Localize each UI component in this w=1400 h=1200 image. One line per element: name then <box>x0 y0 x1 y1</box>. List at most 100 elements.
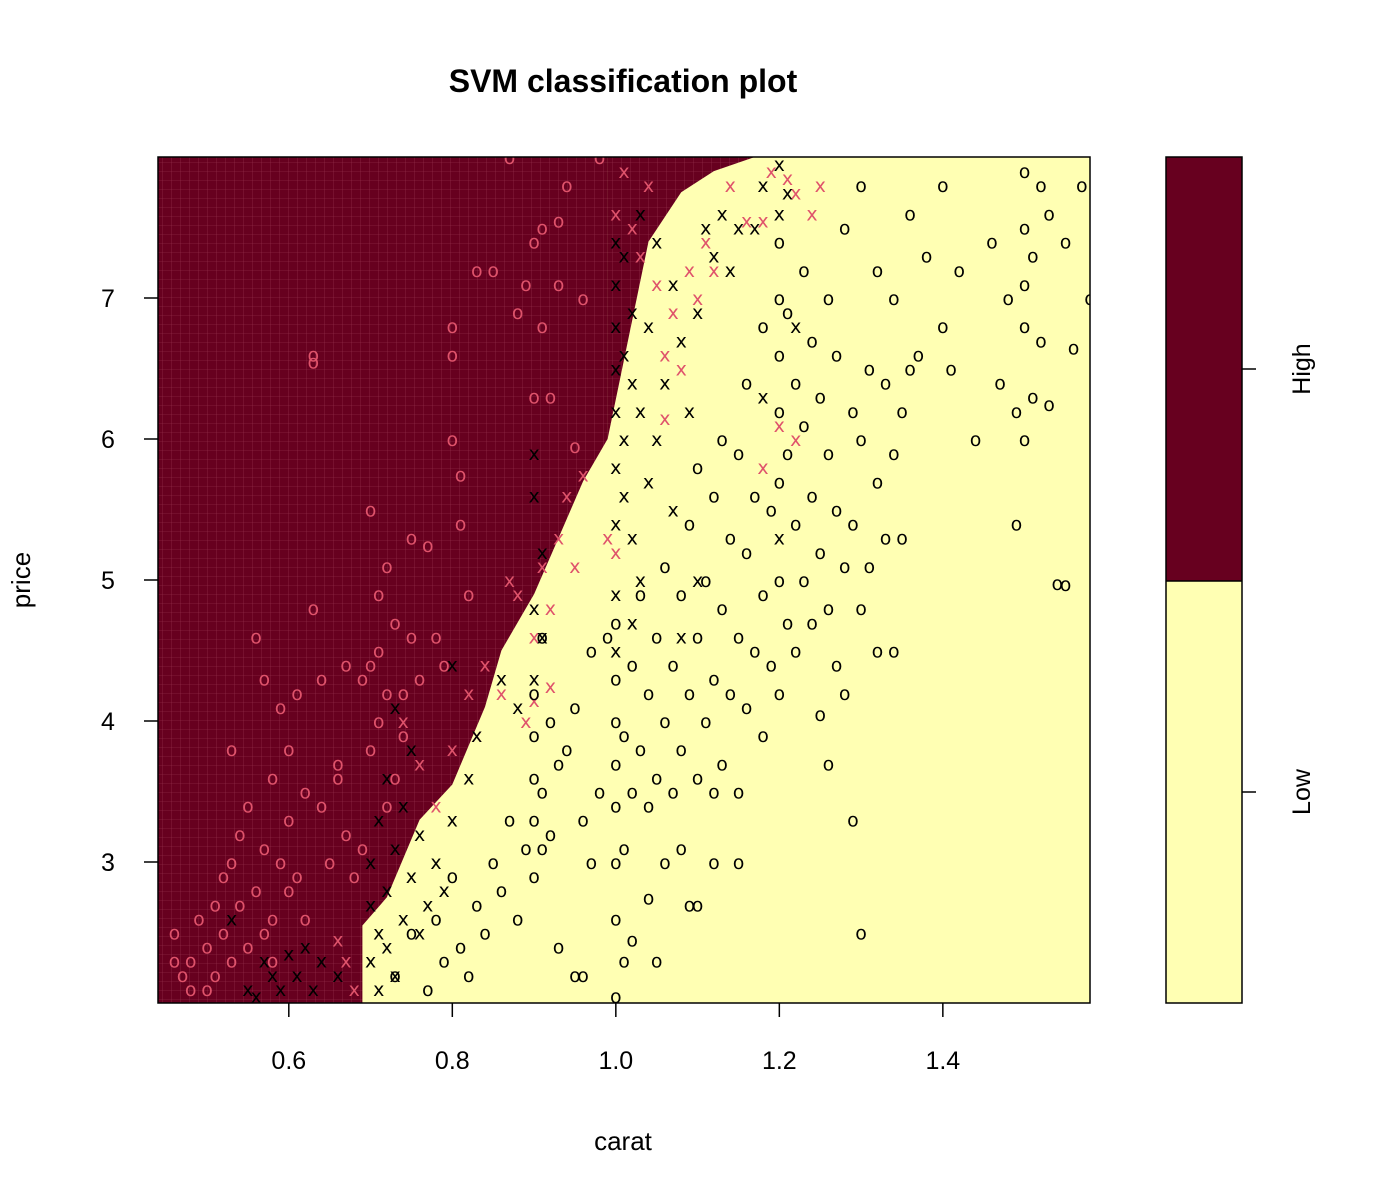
data-point: o <box>226 852 238 874</box>
data-point: o <box>733 443 745 465</box>
data-point: o <box>888 641 900 663</box>
data-point: o <box>904 203 916 225</box>
data-point: o <box>823 288 835 310</box>
data-point: x <box>618 161 629 183</box>
data-point: x <box>447 810 458 832</box>
data-point: o <box>389 965 401 987</box>
data-point: x <box>790 429 801 451</box>
data-point: o <box>610 669 622 691</box>
data-point: o <box>594 782 606 804</box>
data-point: x <box>627 302 638 324</box>
data-point: o <box>561 175 573 197</box>
data-point: o <box>406 626 418 648</box>
data-point: o <box>700 711 712 733</box>
data-point: x <box>447 655 458 677</box>
data-point: o <box>373 711 385 733</box>
data-point: o <box>528 232 540 254</box>
data-point: o <box>724 528 736 550</box>
data-point: o <box>643 683 655 705</box>
data-point: o <box>667 782 679 804</box>
data-point: o <box>406 923 418 945</box>
data-point: x <box>471 725 482 747</box>
data-point: o <box>618 838 630 860</box>
data-point: o <box>1043 394 1055 416</box>
data-point: o <box>332 767 344 789</box>
data-point: o <box>692 457 704 479</box>
data-point: x <box>537 556 548 578</box>
data-point: x <box>618 344 629 366</box>
data-point: o <box>708 669 720 691</box>
data-point: o <box>340 824 352 846</box>
data-point: x <box>651 232 662 254</box>
data-point: o <box>798 570 810 592</box>
data-point: o <box>528 387 540 409</box>
data-point: o <box>1043 203 1055 225</box>
data-point: o <box>446 316 458 338</box>
data-point: o <box>520 274 532 296</box>
data-point: o <box>397 725 409 747</box>
data-point: o <box>553 274 565 296</box>
data-point: x <box>610 359 621 381</box>
data-point: x <box>316 951 327 973</box>
data-point: o <box>283 880 295 902</box>
data-point: o <box>496 880 508 902</box>
data-point: o <box>201 979 213 1001</box>
data-point: o <box>626 930 638 952</box>
data-point: o <box>855 923 867 945</box>
data-point: o <box>790 514 802 536</box>
data-point: x <box>504 570 515 592</box>
data-point: x <box>528 443 539 465</box>
data-point: o <box>414 669 426 691</box>
data-point: o <box>577 810 589 832</box>
data-point: x <box>667 302 678 324</box>
data-point: o <box>651 951 663 973</box>
data-point: x <box>528 669 539 691</box>
data-point: x <box>692 288 703 310</box>
data-point: x <box>267 965 278 987</box>
data-point: x <box>438 880 449 902</box>
data-point: x <box>610 584 621 606</box>
data-point: o <box>724 683 736 705</box>
data-point: o <box>1060 574 1072 596</box>
data-point: x <box>627 528 638 550</box>
data-point: o <box>487 260 499 282</box>
data-point: x <box>774 154 785 176</box>
data-point: x <box>381 937 392 959</box>
data-point: o <box>855 598 867 620</box>
data-point: x <box>545 676 556 698</box>
data-point: x <box>610 457 621 479</box>
data-point: o <box>790 373 802 395</box>
data-point: o <box>545 824 557 846</box>
data-point: o <box>422 535 434 557</box>
data-point: o <box>553 211 565 233</box>
data-point: x <box>389 965 400 987</box>
data-point: o <box>1019 161 1031 183</box>
data-point: o <box>446 344 458 366</box>
data-point: x <box>365 951 376 973</box>
data-point: x <box>676 626 687 648</box>
data-point: o <box>528 767 540 789</box>
data-point: x <box>725 260 736 282</box>
data-point: x <box>275 979 286 1001</box>
data-point: o <box>242 796 254 818</box>
data-point: x <box>430 852 441 874</box>
data-point: o <box>1084 288 1096 310</box>
data-point: o <box>872 641 884 663</box>
data-point: o <box>504 147 516 169</box>
x-tick-label: 1.2 <box>762 1047 797 1075</box>
data-point: o <box>545 387 557 409</box>
data-point: o <box>234 824 246 846</box>
data-point: o <box>1011 401 1023 423</box>
data-point: x <box>757 387 768 409</box>
data-point: o <box>258 838 270 860</box>
data-point: o <box>185 951 197 973</box>
data-point: o <box>348 866 360 888</box>
data-point: x <box>659 344 670 366</box>
data-point: x <box>700 218 711 240</box>
data-point: o <box>651 626 663 648</box>
data-point: o <box>806 485 818 507</box>
data-point: x <box>667 274 678 296</box>
data-point: o <box>528 725 540 747</box>
